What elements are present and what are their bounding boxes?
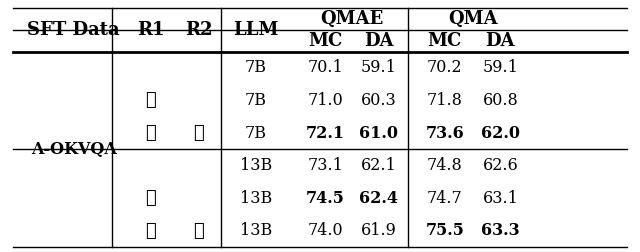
Text: 60.8: 60.8	[483, 92, 518, 109]
Text: ✓: ✓	[145, 189, 156, 207]
Text: ✓: ✓	[193, 222, 204, 240]
Text: ✓: ✓	[193, 124, 204, 142]
Text: 72.1: 72.1	[305, 124, 345, 142]
Text: A-OKVQA: A-OKVQA	[31, 141, 116, 158]
Text: 74.0: 74.0	[307, 222, 343, 239]
Text: R1: R1	[137, 21, 164, 39]
Text: DA: DA	[486, 32, 515, 50]
Text: 70.2: 70.2	[427, 59, 463, 76]
Text: 13B: 13B	[240, 222, 272, 239]
Text: 74.7: 74.7	[427, 190, 463, 207]
Text: 62.4: 62.4	[360, 190, 398, 207]
Text: ✓: ✓	[145, 124, 156, 142]
Text: R2: R2	[185, 21, 212, 39]
Text: 71.0: 71.0	[307, 92, 343, 109]
Text: 62.0: 62.0	[481, 124, 520, 142]
Text: LLM: LLM	[233, 21, 279, 39]
Text: 60.3: 60.3	[361, 92, 397, 109]
Text: 71.8: 71.8	[427, 92, 463, 109]
Text: MC: MC	[428, 32, 462, 50]
Text: 75.5: 75.5	[426, 222, 464, 239]
Text: 73.1: 73.1	[307, 157, 343, 174]
Text: ✓: ✓	[145, 222, 156, 240]
Text: QMAE: QMAE	[321, 10, 383, 28]
Text: 63.3: 63.3	[481, 222, 520, 239]
Text: DA: DA	[364, 32, 394, 50]
Text: 59.1: 59.1	[483, 59, 518, 76]
Text: SFT Data: SFT Data	[28, 21, 120, 39]
Text: 62.6: 62.6	[483, 157, 518, 174]
Text: 13B: 13B	[240, 157, 272, 174]
Text: 7B: 7B	[245, 59, 267, 76]
Text: 70.1: 70.1	[307, 59, 343, 76]
Text: 61.0: 61.0	[360, 124, 398, 142]
Text: 7B: 7B	[245, 124, 267, 142]
Text: 73.6: 73.6	[426, 124, 464, 142]
Text: 74.8: 74.8	[427, 157, 463, 174]
Text: 63.1: 63.1	[483, 190, 518, 207]
Text: 62.1: 62.1	[361, 157, 397, 174]
Text: MC: MC	[308, 32, 342, 50]
Text: 61.9: 61.9	[361, 222, 397, 239]
Text: 13B: 13B	[240, 190, 272, 207]
Text: 74.5: 74.5	[306, 190, 344, 207]
Text: ✓: ✓	[145, 91, 156, 109]
Text: QMA: QMA	[448, 10, 497, 28]
Text: 7B: 7B	[245, 92, 267, 109]
Text: 59.1: 59.1	[361, 59, 397, 76]
